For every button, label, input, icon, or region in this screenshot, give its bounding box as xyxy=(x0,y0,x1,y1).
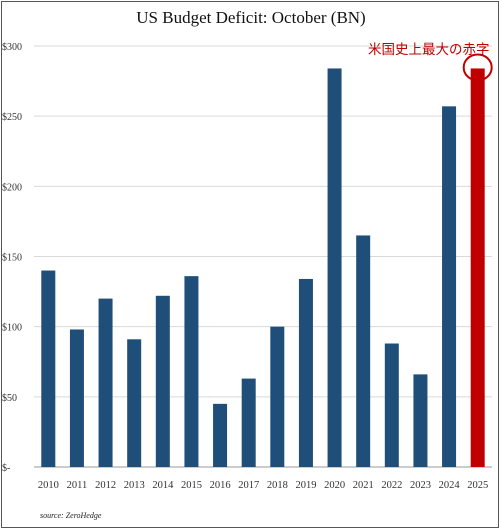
record-deficit-annotation: 米国史上最大の赤字 xyxy=(368,42,490,58)
y-tick-label: $50 xyxy=(2,393,17,404)
x-tick-label: 2019 xyxy=(295,480,316,491)
bar-2025 xyxy=(470,68,485,467)
x-tick-label: 2022 xyxy=(381,480,402,491)
x-tick-label: 2020 xyxy=(324,480,345,491)
bar-2021 xyxy=(356,235,371,467)
x-tick-label: 2024 xyxy=(439,480,461,491)
highlight-circle xyxy=(462,53,493,82)
x-tick-label: 2018 xyxy=(267,480,288,491)
bar-2019 xyxy=(298,278,313,467)
bar-2022 xyxy=(384,343,399,467)
x-tick-label: 2012 xyxy=(95,480,116,491)
y-tick-label: $150 xyxy=(2,253,22,264)
bar-2015 xyxy=(184,276,199,467)
bar-2024 xyxy=(442,106,457,468)
x-tick-label: 2016 xyxy=(210,480,231,491)
y-tick-label: $100 xyxy=(2,323,22,334)
x-tick-label: 2023 xyxy=(410,480,431,491)
bar-2014 xyxy=(155,295,170,467)
bar-2010 xyxy=(41,270,56,467)
x-tick-label: 2013 xyxy=(124,480,145,491)
x-tick-label: 2015 xyxy=(181,480,202,491)
y-tick-label: $200 xyxy=(2,182,22,193)
x-tick-label: 2021 xyxy=(353,480,374,491)
x-tick-label: 2017 xyxy=(238,480,259,491)
y-tick-label: $- xyxy=(2,463,10,474)
bar-2017 xyxy=(241,378,256,467)
bar-2023 xyxy=(413,374,428,467)
x-tick-label: 2010 xyxy=(38,480,59,491)
x-tick-label: 2011 xyxy=(67,480,88,491)
y-tick-label: $250 xyxy=(2,112,22,123)
bar-2016 xyxy=(213,403,228,467)
bar-2018 xyxy=(270,326,285,467)
bar-2020 xyxy=(327,68,342,467)
bar-2013 xyxy=(127,339,142,467)
x-tick-label: 2014 xyxy=(152,480,174,491)
chart-title: US Budget Deficit: October (BN) xyxy=(136,8,366,27)
bar-2011 xyxy=(69,329,84,467)
y-tick-label: $300 xyxy=(2,42,22,53)
bar-2012 xyxy=(98,298,113,467)
source-note: source: ZeroHedge xyxy=(40,511,102,520)
x-tick-label: 2025 xyxy=(467,480,488,491)
